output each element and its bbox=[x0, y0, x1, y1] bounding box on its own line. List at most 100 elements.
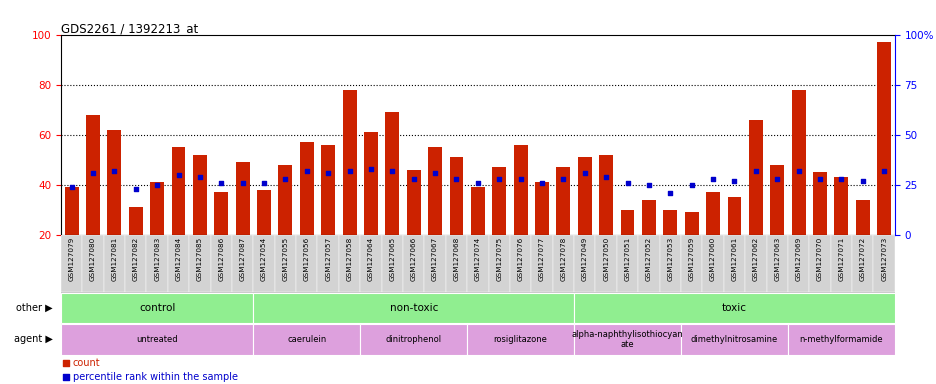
Text: alpha-naphthylisothiocyan
ate: alpha-naphthylisothiocyan ate bbox=[571, 330, 682, 349]
Bar bbox=[449, 157, 463, 285]
Bar bbox=[108, 129, 121, 285]
Point bbox=[812, 175, 826, 182]
Point bbox=[598, 174, 613, 180]
Point bbox=[726, 177, 741, 184]
Text: GSM127075: GSM127075 bbox=[496, 237, 502, 281]
Bar bbox=[787, 324, 894, 354]
Text: dimethylnitrosamine: dimethylnitrosamine bbox=[690, 335, 777, 344]
Bar bbox=[296, 235, 317, 292]
Point bbox=[427, 169, 442, 175]
Point bbox=[855, 177, 870, 184]
Text: GSM127050: GSM127050 bbox=[603, 237, 608, 281]
Bar bbox=[787, 235, 809, 292]
Point bbox=[58, 360, 73, 366]
Bar bbox=[86, 114, 100, 285]
Text: n-methylformamide: n-methylformamide bbox=[798, 335, 883, 344]
Text: GSM127073: GSM127073 bbox=[880, 237, 886, 281]
Point bbox=[683, 182, 698, 188]
Point bbox=[107, 167, 122, 174]
Bar bbox=[620, 210, 634, 285]
Bar bbox=[104, 235, 124, 292]
Bar bbox=[471, 187, 484, 285]
Text: GSM127059: GSM127059 bbox=[688, 237, 694, 281]
Text: rosiglitazone: rosiglitazone bbox=[493, 335, 547, 344]
Bar bbox=[574, 324, 680, 354]
Bar bbox=[680, 324, 787, 354]
Text: GSM127067: GSM127067 bbox=[431, 237, 438, 281]
Text: GSM127087: GSM127087 bbox=[240, 237, 245, 281]
Bar bbox=[680, 235, 702, 292]
Point bbox=[192, 174, 207, 180]
Bar bbox=[124, 235, 146, 292]
Point bbox=[470, 180, 485, 186]
Bar bbox=[595, 235, 616, 292]
Text: GSM127053: GSM127053 bbox=[666, 237, 673, 281]
Bar bbox=[317, 235, 339, 292]
Bar bbox=[509, 235, 531, 292]
Point bbox=[58, 374, 73, 380]
Point bbox=[406, 175, 421, 182]
Point bbox=[235, 180, 250, 186]
Bar bbox=[236, 162, 249, 285]
Text: caerulein: caerulein bbox=[286, 335, 326, 344]
Bar bbox=[446, 235, 467, 292]
Text: toxic: toxic bbox=[722, 303, 746, 313]
Bar bbox=[232, 235, 253, 292]
Bar bbox=[278, 165, 292, 285]
Bar bbox=[214, 192, 228, 285]
Bar bbox=[488, 235, 509, 292]
Point bbox=[534, 180, 548, 186]
Text: GSM127081: GSM127081 bbox=[111, 237, 117, 281]
Point bbox=[555, 175, 570, 182]
Bar bbox=[574, 293, 894, 323]
Text: GSM127054: GSM127054 bbox=[261, 237, 267, 281]
Bar bbox=[171, 147, 185, 285]
Bar bbox=[253, 293, 574, 323]
Text: GSM127083: GSM127083 bbox=[154, 237, 160, 281]
Text: GSM127066: GSM127066 bbox=[410, 237, 417, 281]
Point bbox=[64, 184, 79, 190]
Bar bbox=[552, 235, 574, 292]
Text: dinitrophenol: dinitrophenol bbox=[386, 335, 441, 344]
Text: GSM127071: GSM127071 bbox=[838, 237, 843, 281]
Point bbox=[833, 175, 848, 182]
Point bbox=[513, 175, 528, 182]
Bar bbox=[491, 167, 505, 285]
Bar bbox=[872, 235, 894, 292]
Bar bbox=[385, 112, 399, 285]
Bar bbox=[253, 324, 359, 354]
Bar bbox=[193, 155, 207, 285]
Text: GSM127055: GSM127055 bbox=[282, 237, 288, 281]
Text: GSM127084: GSM127084 bbox=[175, 237, 182, 281]
Bar bbox=[851, 235, 872, 292]
Bar bbox=[82, 235, 104, 292]
Text: GSM127051: GSM127051 bbox=[624, 237, 630, 281]
Bar bbox=[726, 197, 740, 285]
Text: GSM127072: GSM127072 bbox=[859, 237, 865, 281]
Bar bbox=[150, 182, 164, 285]
Point bbox=[577, 169, 592, 175]
Point bbox=[299, 167, 314, 174]
Bar bbox=[146, 235, 168, 292]
Text: GSM127076: GSM127076 bbox=[517, 237, 523, 281]
Point bbox=[278, 175, 293, 182]
Text: GSM127060: GSM127060 bbox=[709, 237, 715, 281]
Point bbox=[448, 175, 463, 182]
Bar bbox=[809, 235, 830, 292]
Bar bbox=[467, 235, 488, 292]
Bar bbox=[769, 165, 783, 285]
Bar bbox=[641, 200, 655, 285]
Bar bbox=[253, 235, 274, 292]
Point bbox=[85, 169, 100, 175]
Bar bbox=[684, 212, 698, 285]
Text: GSM127082: GSM127082 bbox=[133, 237, 139, 281]
Bar bbox=[300, 142, 314, 285]
Bar bbox=[428, 147, 442, 285]
Bar bbox=[748, 119, 762, 285]
Point bbox=[128, 185, 143, 192]
Bar bbox=[65, 187, 79, 285]
Text: GSM127068: GSM127068 bbox=[453, 237, 459, 281]
Text: GSM127080: GSM127080 bbox=[90, 237, 95, 281]
Bar bbox=[706, 192, 719, 285]
Bar bbox=[359, 235, 381, 292]
